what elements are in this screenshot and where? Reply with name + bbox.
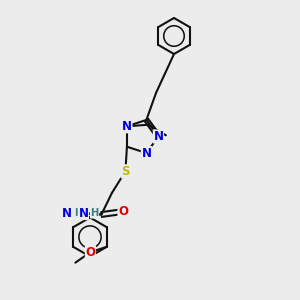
Text: N: N — [153, 130, 164, 143]
Text: N: N — [78, 206, 88, 220]
Text: N: N — [141, 146, 152, 160]
Text: N: N — [61, 206, 72, 220]
Text: S: S — [121, 165, 130, 178]
Text: O: O — [118, 205, 128, 218]
Text: N: N — [122, 120, 132, 133]
Text: H: H — [74, 208, 82, 218]
Text: H: H — [90, 208, 99, 218]
Text: O: O — [85, 246, 95, 259]
